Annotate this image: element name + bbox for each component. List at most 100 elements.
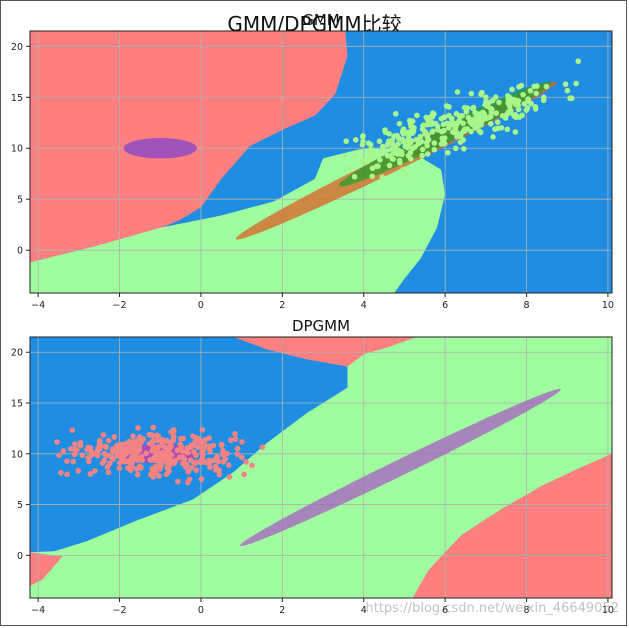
scatter-point	[521, 101, 528, 107]
scatter-point	[153, 448, 160, 455]
scatter-point	[527, 87, 534, 94]
dpgmm-chart: −4 −2 0 2 4 6 8 10 0 5 10 15 20 DPGMM	[11, 317, 614, 616]
scatter-point	[154, 437, 161, 444]
scatter-point	[427, 118, 434, 125]
scatter-point	[533, 90, 539, 97]
scatter-point	[464, 126, 471, 132]
scatter-point	[193, 467, 200, 473]
scatter-point	[198, 476, 205, 482]
scatter-point	[133, 442, 140, 449]
ticks: −4 −2 0 2 4 6 8 10 0 5 10 15 20	[11, 348, 614, 616]
scatter-point	[72, 441, 78, 447]
scatter-point	[483, 94, 489, 100]
scatter-point	[225, 462, 232, 468]
x-tick-label: 6	[442, 300, 448, 311]
gmm-chart: −4 −2 0 2 4 6 8 10 0 5 10 15 20 GMM	[11, 11, 614, 311]
scatter-point	[185, 469, 192, 475]
scatter-point	[367, 141, 374, 148]
scatter-point	[224, 450, 230, 457]
axes-frame	[29, 30, 613, 294]
scatter-point	[120, 456, 127, 463]
scatter-point	[60, 448, 67, 454]
scatter-point	[109, 448, 116, 455]
scatter-point	[98, 443, 105, 449]
scatter-point	[190, 433, 196, 439]
scatter-point	[207, 464, 213, 470]
scatter-point	[207, 459, 213, 465]
scatter-point	[216, 467, 222, 473]
scatter-point	[125, 445, 131, 452]
scatter-point	[374, 163, 380, 170]
scatter-point	[409, 127, 416, 134]
scatter-point	[340, 153, 347, 159]
scatter-point	[396, 120, 403, 127]
scatter-point	[343, 138, 350, 144]
scatter-points	[54, 424, 266, 486]
scatter-point	[420, 122, 426, 129]
chart-title: GMM	[302, 11, 340, 29]
scatter-point	[138, 438, 145, 445]
scatter-point	[226, 474, 233, 480]
axes-frame	[29, 336, 613, 599]
scatter-point	[228, 437, 234, 443]
scatter-point	[425, 137, 432, 143]
scatter-point	[168, 458, 175, 465]
scatter-point	[165, 464, 172, 470]
x-tick-label: 4	[361, 300, 367, 311]
scatter-point	[453, 130, 460, 136]
scatter-point	[532, 103, 539, 110]
scatter-point	[424, 151, 431, 157]
scatter-point	[102, 443, 109, 450]
scatter-point	[174, 447, 181, 454]
scatter-point	[54, 439, 60, 445]
scatter-point	[64, 471, 70, 478]
y-tick-label: 15	[11, 93, 23, 104]
scatter-point	[516, 114, 523, 120]
x-tick-label: 6	[442, 605, 448, 616]
scatter-point	[162, 458, 168, 464]
scatter-point	[94, 452, 101, 459]
scatter-point	[234, 445, 241, 452]
scatter-point	[379, 143, 386, 150]
scatter-point	[179, 448, 186, 455]
ellipse-0	[123, 138, 197, 159]
scatter-point	[431, 140, 438, 146]
scatter-point	[476, 128, 482, 134]
scatter-point	[438, 128, 445, 135]
scatter-point	[459, 112, 466, 119]
scatter-point	[452, 145, 459, 152]
scatter-point	[477, 122, 483, 128]
scatter-point	[419, 152, 425, 159]
scatter-point	[352, 137, 359, 143]
scatter-point	[405, 130, 412, 137]
scatter-point	[150, 467, 157, 474]
scatter-point	[392, 111, 399, 117]
scatter-point	[182, 464, 189, 470]
scatter-point	[87, 471, 94, 477]
scatter-point	[195, 444, 201, 451]
scatter-point	[468, 90, 475, 97]
x-tick-label: 10	[602, 300, 614, 311]
scatter-point	[185, 449, 191, 456]
scatter-point	[506, 103, 513, 110]
scatter-point	[220, 459, 226, 465]
scatter-point	[188, 465, 195, 471]
x-tick-label: −4	[31, 605, 45, 616]
scatter-point	[106, 460, 113, 467]
scatter-point	[395, 135, 402, 142]
y-tick-label: 10	[11, 144, 23, 155]
scatter-point	[212, 463, 219, 470]
scatter-points	[340, 58, 582, 180]
scatter-point	[199, 426, 206, 433]
scatter-point	[166, 468, 172, 475]
scatter-point	[200, 447, 207, 453]
scatter-point	[241, 471, 248, 478]
scatter-point	[70, 458, 77, 465]
scatter-point	[95, 447, 101, 454]
scatter-point	[493, 110, 500, 116]
x-tick-label: −2	[113, 605, 127, 616]
ticks: −4 −2 0 2 4 6 8 10 0 5 10 15 20	[11, 42, 614, 311]
scatter-point	[174, 478, 181, 485]
scatter-point	[69, 427, 76, 433]
scatter-point	[531, 83, 538, 90]
